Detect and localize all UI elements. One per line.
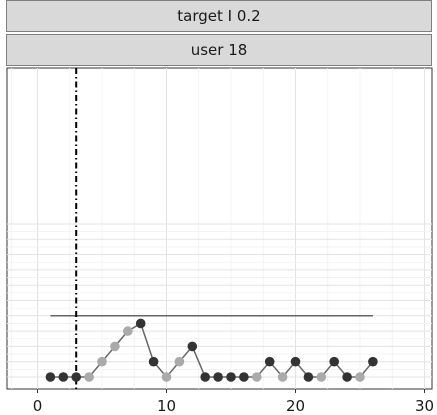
facet-strip-user: user 18 xyxy=(6,34,432,66)
data-point xyxy=(213,372,223,382)
data-point xyxy=(84,372,94,382)
data-point xyxy=(239,372,249,382)
data-point xyxy=(148,356,159,367)
data-point xyxy=(303,372,314,382)
x-axis: 0 10 20 30 xyxy=(33,389,434,415)
data-point xyxy=(58,372,69,382)
x-tick-label: 20 xyxy=(286,397,305,415)
x-tick-label: 10 xyxy=(157,397,176,415)
data-point xyxy=(187,341,198,352)
data-point xyxy=(342,372,352,382)
facet-strip-target: target I 0.2 xyxy=(6,0,432,32)
data-point xyxy=(45,372,56,382)
facet-label-target: target I 0.2 xyxy=(177,7,261,25)
data-point xyxy=(174,356,185,367)
x-tick-label: 0 xyxy=(33,397,43,415)
data-point xyxy=(135,318,146,329)
data-point xyxy=(226,372,236,382)
data-point xyxy=(123,326,133,336)
data-point xyxy=(368,356,378,367)
data-point xyxy=(161,372,172,382)
points-group xyxy=(45,318,378,382)
data-point xyxy=(290,356,301,367)
facet-label-user: user 18 xyxy=(190,41,248,59)
data-point xyxy=(329,356,340,367)
data-point xyxy=(97,356,107,367)
x-tick-label: 30 xyxy=(415,397,434,415)
data-point xyxy=(71,372,81,382)
data-point xyxy=(355,372,365,382)
data-point xyxy=(251,372,262,382)
plot-panel xyxy=(6,67,433,390)
data-point xyxy=(316,372,327,382)
data-point xyxy=(264,356,275,367)
data-point xyxy=(110,341,120,352)
data-point xyxy=(200,372,210,382)
data-point xyxy=(277,372,288,382)
